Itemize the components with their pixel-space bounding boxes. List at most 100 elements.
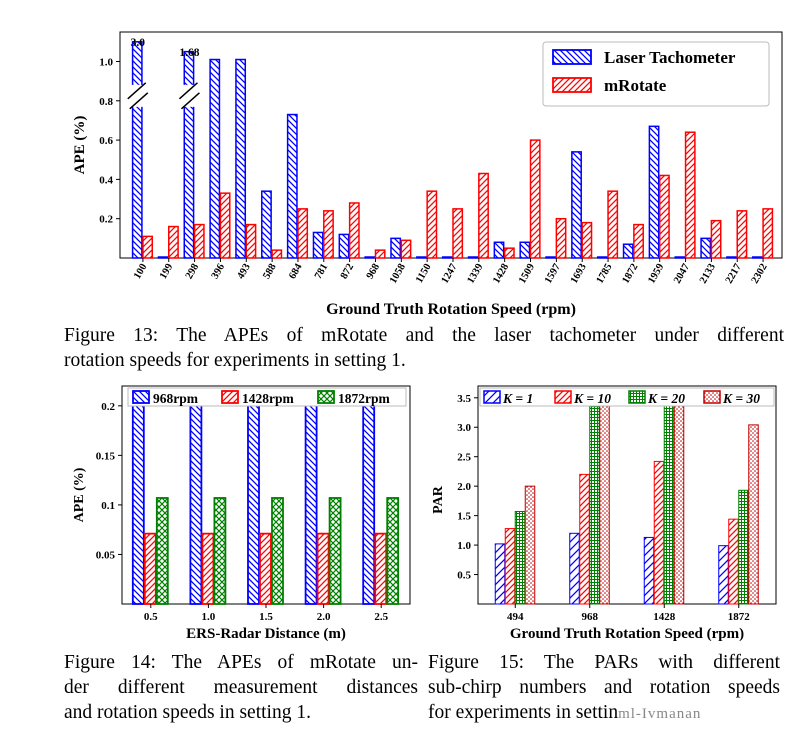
axis-break-mark xyxy=(180,92,200,110)
plot-area: 0.5 1.0 1.5 2.0 2.5 3.0 3.5 494 968 1428 1872 xyxy=(457,385,777,623)
bar-1428rpm xyxy=(143,532,157,605)
x-tick-label: 1509 xyxy=(517,262,537,286)
x-tick-label: 2.5 xyxy=(374,611,388,623)
bar-mrotate xyxy=(323,210,334,259)
caption-line: and rotation speeds in setting 1. xyxy=(64,702,311,723)
x-tick-label: 2302 xyxy=(750,262,770,286)
bar-k=30 xyxy=(599,399,610,605)
x-axis-label: Ground Truth Rotation Speed (rpm) xyxy=(510,626,744,642)
bar-k=20 xyxy=(738,489,749,605)
y-tick-label: 0.05 xyxy=(96,549,116,561)
bar-mrotate xyxy=(193,223,205,259)
bar-968rpm xyxy=(362,397,376,605)
caption-line: Figure 13: The APEs of mRotate and the l… xyxy=(64,325,784,346)
y-axis-label: PAR xyxy=(431,485,446,514)
y-tick-label: 1.0 xyxy=(99,56,113,68)
x-axis-label: Ground Truth Rotation Speed (rpm) xyxy=(326,301,576,318)
legend-swatch xyxy=(628,390,646,404)
y-tick-label: 0.2 xyxy=(101,401,115,413)
bar-laser-tachometer xyxy=(338,233,350,259)
x-tick-label: 2133 xyxy=(698,262,718,286)
y-tick-label: 0.6 xyxy=(99,135,113,147)
legend-label: mRotate xyxy=(604,76,667,95)
bar-k=10 xyxy=(504,528,516,605)
figure-14-caption: Figure 14: The APEs of mRotate un- der d… xyxy=(64,650,418,725)
x-axis-label: ERS-Radar Distance (m) xyxy=(186,626,346,642)
legend-swatch xyxy=(483,390,501,404)
x-tick-label: 2.0 xyxy=(317,611,331,623)
y-tick-label: 2.5 xyxy=(457,452,471,464)
legend-swatch xyxy=(703,390,721,404)
bar-k=1 xyxy=(494,543,506,605)
bar-laser-tachometer xyxy=(467,256,479,259)
bar-1428rpm xyxy=(374,532,388,605)
bar-mrotate xyxy=(736,210,748,259)
bar-mrotate xyxy=(142,235,154,259)
x-tick-label: 494 xyxy=(507,611,524,623)
x-tick-label: 1428 xyxy=(653,611,676,623)
annotation-label: 3.0 xyxy=(131,37,146,49)
bar-1428rpm xyxy=(316,532,330,605)
x-tick-label: 872 xyxy=(339,262,356,281)
x-tick-label: 1150 xyxy=(414,262,434,285)
caption-line-text: for experiments in settin xyxy=(428,702,619,723)
x-tick-label: 968 xyxy=(582,611,599,623)
x-tick-label: 2047 xyxy=(672,262,692,286)
bar-1872rpm xyxy=(328,497,342,605)
x-tick-label: 1959 xyxy=(646,262,666,286)
bar-laser-tachometer xyxy=(157,256,169,259)
bar-mrotate xyxy=(426,190,438,259)
bar-laser-tachometer xyxy=(286,113,298,259)
figure-13-caption: Figure 13: The APEs of mRotate and the l… xyxy=(64,323,784,373)
bar-mrotate xyxy=(400,239,412,259)
y-tick-label: 0.5 xyxy=(457,570,471,582)
x-tick-label: 1872 xyxy=(620,262,640,286)
bar-k=20 xyxy=(514,510,526,605)
bar-laser-tachometer xyxy=(622,243,634,259)
bar-laser-tachometer xyxy=(390,237,402,259)
bar-k=1 xyxy=(718,545,729,605)
x-tick-label: 493 xyxy=(235,262,252,281)
y-tick-label: 0.1 xyxy=(101,500,115,512)
bar-mrotate xyxy=(581,221,593,259)
bar-laser-tachometer xyxy=(519,241,531,259)
bar-mrotate xyxy=(168,225,179,259)
axis-break-gap xyxy=(127,84,148,107)
bar-k=10 xyxy=(579,473,590,605)
x-tick-label: 100 xyxy=(132,262,149,281)
bar-k=10 xyxy=(653,460,665,605)
x-tick-label: 1597 xyxy=(543,262,563,286)
bar-mrotate xyxy=(607,190,619,259)
x-tick-label: 0.5 xyxy=(144,611,158,623)
axis-break-gap xyxy=(179,84,200,107)
bar-mrotate xyxy=(452,208,464,259)
bar-1428rpm xyxy=(259,532,272,605)
legend-swatch xyxy=(132,390,150,404)
bar-1872rpm xyxy=(271,497,284,605)
bar-mrotate xyxy=(684,131,696,259)
legend-label: K = 1 xyxy=(502,391,533,406)
bar-968rpm xyxy=(247,397,260,605)
bar-laser-tachometer xyxy=(571,151,582,259)
x-tick-label: 588 xyxy=(261,262,278,281)
y-tick-label: 3.5 xyxy=(457,393,471,405)
bar-1872rpm xyxy=(155,497,169,605)
x-tick-label: 298 xyxy=(184,262,201,281)
bar-k=10 xyxy=(728,518,739,605)
bar-k=1 xyxy=(643,536,655,605)
x-tick-label: 1693 xyxy=(569,262,589,286)
legend-label: K = 30 xyxy=(722,391,760,406)
y-tick-label: 0.4 xyxy=(99,174,113,186)
bar-laser-tachometer xyxy=(493,241,505,259)
legend-swatch xyxy=(221,390,239,404)
bar-968rpm xyxy=(131,397,145,605)
bar-laser-tachometer xyxy=(131,41,143,259)
x-tick-label: 396 xyxy=(210,262,227,281)
caption-line: der different measurement distances xyxy=(64,677,418,698)
legend-label: K = 20 xyxy=(647,391,685,406)
y-tick-label: 1.0 xyxy=(457,540,471,552)
bar-laser-tachometer xyxy=(751,256,763,259)
legend-box xyxy=(542,41,770,107)
axis-break-mark xyxy=(129,92,149,110)
bar-mrotate xyxy=(271,249,283,259)
